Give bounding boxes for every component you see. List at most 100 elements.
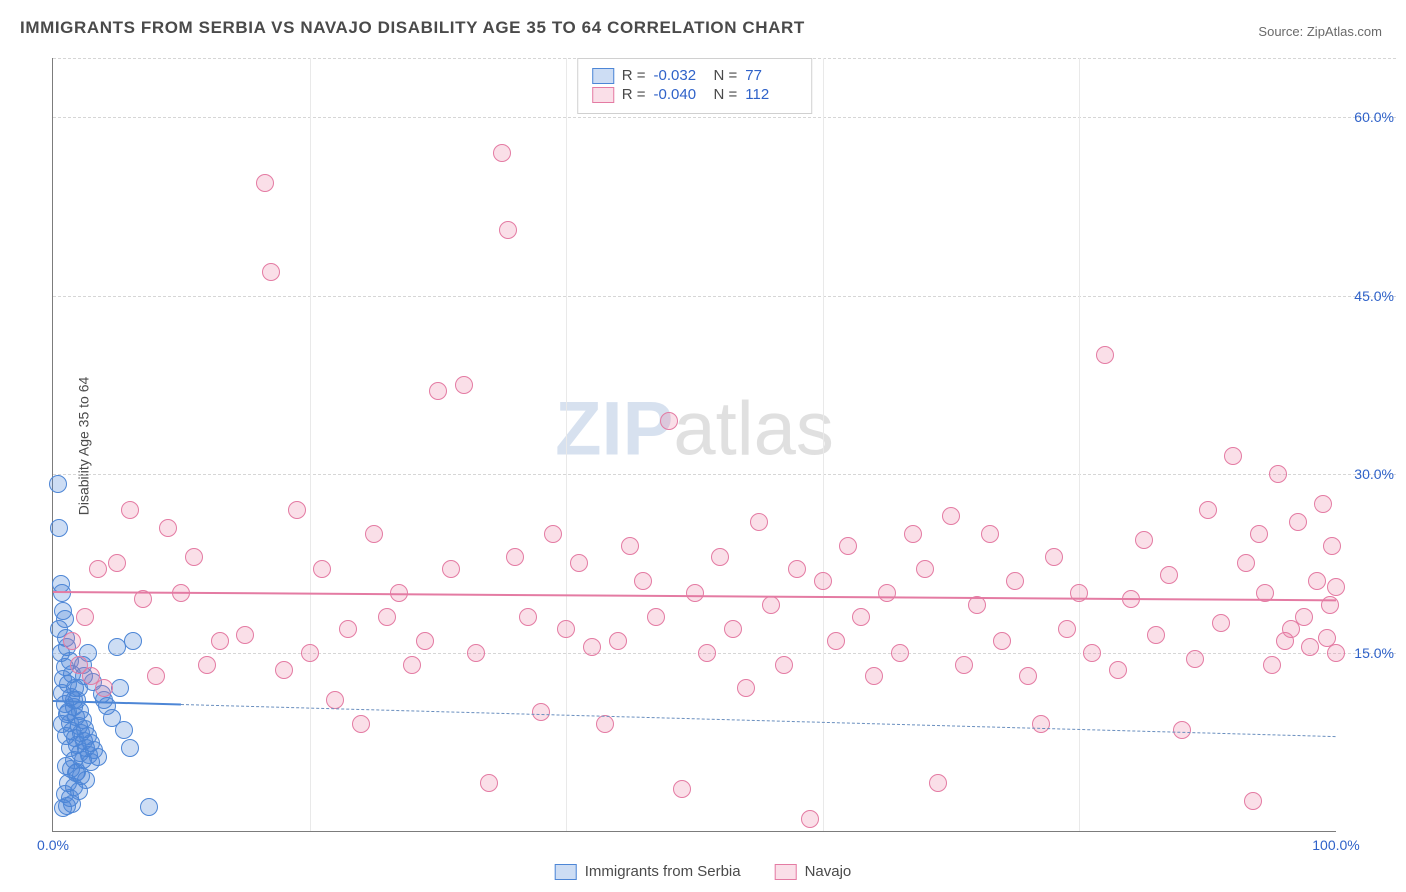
marker-navajo <box>583 638 601 656</box>
marker-navajo <box>1327 644 1345 662</box>
marker-navajo <box>724 620 742 638</box>
marker-navajo <box>89 560 107 578</box>
marker-navajo <box>499 221 517 239</box>
marker-navajo <box>993 632 1011 650</box>
marker-navajo <box>532 703 550 721</box>
watermark-rest: atlas <box>673 387 834 472</box>
r-label: R = <box>622 86 646 103</box>
marker-navajo <box>878 584 896 602</box>
marker-navajo <box>1308 572 1326 590</box>
marker-serbia <box>121 739 139 757</box>
y-tick-label: 15.0% <box>1354 645 1394 661</box>
marker-navajo <box>955 656 973 674</box>
marker-navajo <box>916 560 934 578</box>
legend-item-serbia: Immigrants from Serbia <box>555 863 741 880</box>
marker-navajo <box>506 548 524 566</box>
n-label: N = <box>714 67 738 84</box>
marker-navajo <box>660 412 678 430</box>
marker-navajo <box>1224 447 1242 465</box>
marker-serbia <box>115 721 133 739</box>
source-name: ZipAtlas.com <box>1307 24 1382 39</box>
legend-swatch <box>592 68 614 84</box>
series-legend: Immigrants from SerbiaNavajo <box>555 863 852 880</box>
marker-navajo <box>262 263 280 281</box>
marker-serbia <box>50 519 68 537</box>
marker-navajo <box>1032 715 1050 733</box>
marker-navajo <box>544 525 562 543</box>
marker-navajo <box>1160 566 1178 584</box>
marker-navajo <box>801 810 819 828</box>
marker-navajo <box>711 548 729 566</box>
marker-navajo <box>775 656 793 674</box>
marker-navajo <box>416 632 434 650</box>
marker-serbia <box>111 679 129 697</box>
marker-navajo <box>121 501 139 519</box>
marker-navajo <box>1083 644 1101 662</box>
legend-label: Immigrants from Serbia <box>585 863 741 880</box>
marker-navajo <box>891 644 909 662</box>
marker-navajo <box>570 554 588 572</box>
marker-navajo <box>673 780 691 798</box>
marker-navajo <box>686 584 704 602</box>
marker-navajo <box>95 679 113 697</box>
marker-navajo <box>256 174 274 192</box>
marker-navajo <box>352 715 370 733</box>
marker-navajo <box>839 537 857 555</box>
marker-serbia <box>68 763 86 781</box>
marker-navajo <box>609 632 627 650</box>
marker-navajo <box>467 644 485 662</box>
marker-navajo <box>480 774 498 792</box>
correlation-row-serbia: R =-0.032N =77 <box>592 67 798 84</box>
marker-navajo <box>1045 548 1063 566</box>
marker-navajo <box>1019 667 1037 685</box>
marker-serbia <box>53 584 71 602</box>
marker-navajo <box>1212 614 1230 632</box>
correlation-row-navajo: R =-0.040N =112 <box>592 86 798 103</box>
marker-navajo <box>63 632 81 650</box>
marker-navajo <box>378 608 396 626</box>
marker-navajo <box>429 382 447 400</box>
marker-navajo <box>1327 578 1345 596</box>
marker-navajo <box>942 507 960 525</box>
marker-navajo <box>1301 638 1319 656</box>
marker-navajo <box>621 537 639 555</box>
marker-navajo <box>981 525 999 543</box>
marker-navajo <box>455 376 473 394</box>
marker-navajo <box>1096 346 1114 364</box>
watermark-bold: ZIP <box>555 387 673 472</box>
marker-navajo <box>159 519 177 537</box>
marker-navajo <box>737 679 755 697</box>
marker-navajo <box>339 620 357 638</box>
watermark: ZIPatlas <box>555 386 834 473</box>
marker-navajo <box>1244 792 1262 810</box>
marker-navajo <box>750 513 768 531</box>
marker-navajo <box>1058 620 1076 638</box>
marker-navajo <box>634 572 652 590</box>
marker-serbia <box>49 475 67 493</box>
marker-serbia <box>63 795 81 813</box>
marker-navajo <box>275 661 293 679</box>
marker-navajo <box>1135 531 1153 549</box>
marker-navajo <box>647 608 665 626</box>
marker-navajo <box>1109 661 1127 679</box>
marker-navajo <box>1237 554 1255 572</box>
marker-navajo <box>493 144 511 162</box>
marker-navajo <box>108 554 126 572</box>
marker-navajo <box>1006 572 1024 590</box>
gridline-v <box>823 58 824 831</box>
marker-navajo <box>827 632 845 650</box>
n-value: 112 <box>745 86 797 103</box>
marker-navajo <box>1295 608 1313 626</box>
marker-navajo <box>76 608 94 626</box>
y-tick-label: 60.0% <box>1354 109 1394 125</box>
marker-navajo <box>1147 626 1165 644</box>
gridline-v <box>310 58 311 831</box>
marker-navajo <box>1199 501 1217 519</box>
marker-navajo <box>1269 465 1287 483</box>
marker-navajo <box>1173 721 1191 739</box>
marker-navajo <box>442 560 460 578</box>
n-value: 77 <box>745 67 797 84</box>
y-tick-label: 45.0% <box>1354 288 1394 304</box>
gridline-h <box>53 474 1396 475</box>
n-label: N = <box>714 86 738 103</box>
